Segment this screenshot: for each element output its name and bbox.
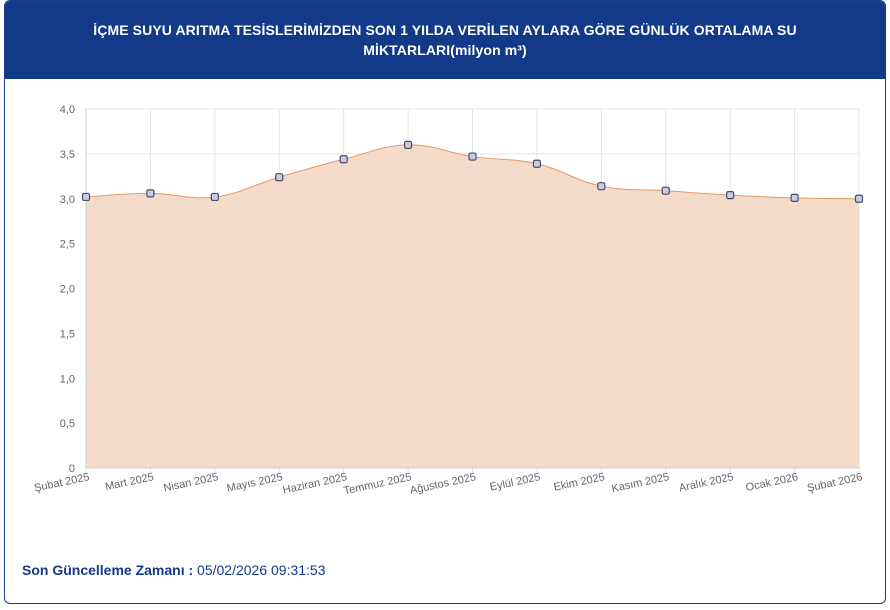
data-point bbox=[726, 191, 735, 200]
y-tick-label: 0,5 bbox=[60, 418, 75, 430]
last-update: Son Güncelleme Zamanı : 05/02/2026 09:31… bbox=[22, 562, 326, 578]
data-point bbox=[790, 193, 799, 202]
x-tick-label: Ekim 2025 bbox=[553, 471, 606, 494]
data-point bbox=[468, 152, 477, 161]
x-tick-label: Ağustos 2025 bbox=[409, 471, 477, 497]
data-point bbox=[403, 140, 413, 149]
x-tick-label: Mart 2025 bbox=[104, 471, 155, 493]
y-tick-label: 2,5 bbox=[60, 239, 75, 251]
data-point bbox=[532, 159, 542, 168]
x-tick-label: Kasım 2025 bbox=[610, 471, 670, 495]
x-tick-label: Temmuz 2025 bbox=[343, 471, 413, 497]
chart-header: İÇME SUYU ARITMA TESİSLERİMİZDEN SON 1 Y… bbox=[5, 1, 885, 79]
data-point bbox=[661, 186, 670, 195]
x-tick-label: Mayıs 2025 bbox=[226, 471, 284, 495]
data-point bbox=[146, 189, 155, 198]
last-update-value: 05/02/2026 09:31:53 bbox=[197, 562, 326, 578]
data-point bbox=[339, 155, 348, 164]
x-tick-label: Şubat 2026 bbox=[806, 471, 864, 494]
x-tick-label: Eylül 2025 bbox=[489, 471, 542, 493]
last-update-label: Son Güncelleme Zamanı : bbox=[22, 562, 194, 578]
x-tick-label: Nisan 2025 bbox=[163, 471, 220, 494]
y-tick-label: 1,0 bbox=[60, 373, 75, 385]
y-tick-label: 3,5 bbox=[60, 149, 75, 161]
data-point bbox=[597, 182, 606, 191]
y-tick-label: 3,0 bbox=[60, 194, 75, 206]
y-tick-label: 1,5 bbox=[60, 328, 75, 340]
data-point bbox=[275, 173, 284, 182]
data-point bbox=[81, 192, 91, 202]
y-tick-label: 0 bbox=[69, 463, 75, 475]
area-fill bbox=[86, 144, 859, 469]
y-tick-label: 2,0 bbox=[60, 284, 75, 296]
y-tick-label: 4,0 bbox=[60, 104, 75, 116]
data-point bbox=[210, 192, 219, 202]
x-tick-label: Aralık 2025 bbox=[678, 471, 735, 494]
chart-title: İÇME SUYU ARITMA TESİSLERİMİZDEN SON 1 Y… bbox=[93, 22, 797, 58]
x-tick-label: Ocak 2026 bbox=[745, 471, 800, 494]
x-tick-label: Şubat 2025 bbox=[33, 471, 91, 494]
x-tick-label: Haziran 2025 bbox=[282, 471, 349, 496]
data-point bbox=[854, 194, 864, 203]
